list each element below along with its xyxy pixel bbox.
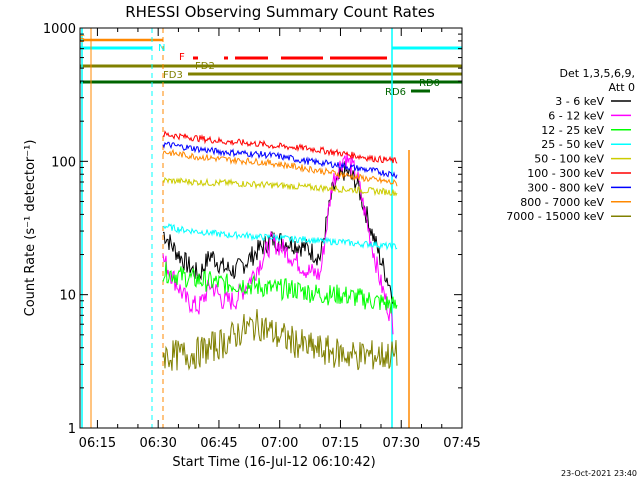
x-tick-label: 07:45 (443, 436, 480, 451)
series-line-7 (162, 148, 398, 187)
legend-header: Det 1,3,5,6,9, (559, 67, 635, 80)
plot-frame (79, 27, 463, 429)
legend-label: 25 - 50 keV (541, 138, 604, 151)
x-axis: 06:15 06:30 06:45 07:00 07:15 07:30 07:45 (79, 28, 481, 451)
series-line-1 (162, 153, 394, 335)
x-tick-label: 06:45 (200, 436, 237, 451)
legend-label: 800 - 7000 keV (520, 196, 604, 209)
legend-label: 100 - 300 keV (527, 167, 604, 180)
x-axis-label: Start Time (16-Jul-12 06:10:42) (172, 455, 375, 470)
series-line-8 (162, 309, 398, 371)
legend-label: 3 - 6 keV (555, 95, 604, 108)
y-tick-label: 100 (51, 155, 76, 170)
legend-label: 6 - 12 keV (548, 109, 604, 122)
series-line-4 (162, 176, 398, 197)
annotation-fd3: FD3 (163, 70, 183, 81)
annotation-rd0: RD0 (419, 78, 440, 89)
x-tick-label: 07:00 (261, 436, 298, 451)
y-axis-label: Count Rate (s⁻¹ detector⁻¹) (23, 140, 38, 317)
annotation-s: S (79, 34, 85, 45)
annotation-labels: S N F FD2 FD3 RD0 RD6 (79, 34, 440, 98)
x-tick-label: 06:15 (79, 436, 116, 451)
x-tick-label: 07:30 (383, 436, 420, 451)
y-tick-label: 10 (59, 289, 76, 304)
series-line-2 (162, 261, 398, 314)
x-tick-label: 07:15 (322, 436, 359, 451)
timestamp: 23-Oct-2021 23:40 (561, 469, 637, 478)
series-line-0 (163, 161, 394, 304)
annotation-rd6: RD6 (385, 87, 406, 98)
series-line-6 (162, 141, 398, 180)
chart-title: RHESSI Observing Summary Count Rates (125, 3, 435, 21)
y-axis: 1 10 100 1000 (43, 22, 462, 437)
x-tick-label: 06:30 (139, 436, 176, 451)
series-line-3 (162, 222, 398, 252)
y-tick-label: 1000 (43, 22, 76, 37)
annotation-f: F (179, 52, 185, 63)
legend-label: 7000 - 15000 keV (506, 210, 604, 223)
y-tick-label: 1 (68, 422, 76, 437)
annotation-fd2: FD2 (195, 61, 215, 72)
annotation-n: N (158, 43, 165, 54)
legend-header-2: Att 0 (609, 81, 635, 94)
legend-label: 300 - 800 keV (527, 181, 604, 194)
legend-label: 50 - 100 keV (534, 153, 604, 166)
series-line-5 (162, 130, 398, 164)
legend-label: 12 - 25 keV (541, 124, 604, 137)
series-layer (162, 130, 398, 371)
